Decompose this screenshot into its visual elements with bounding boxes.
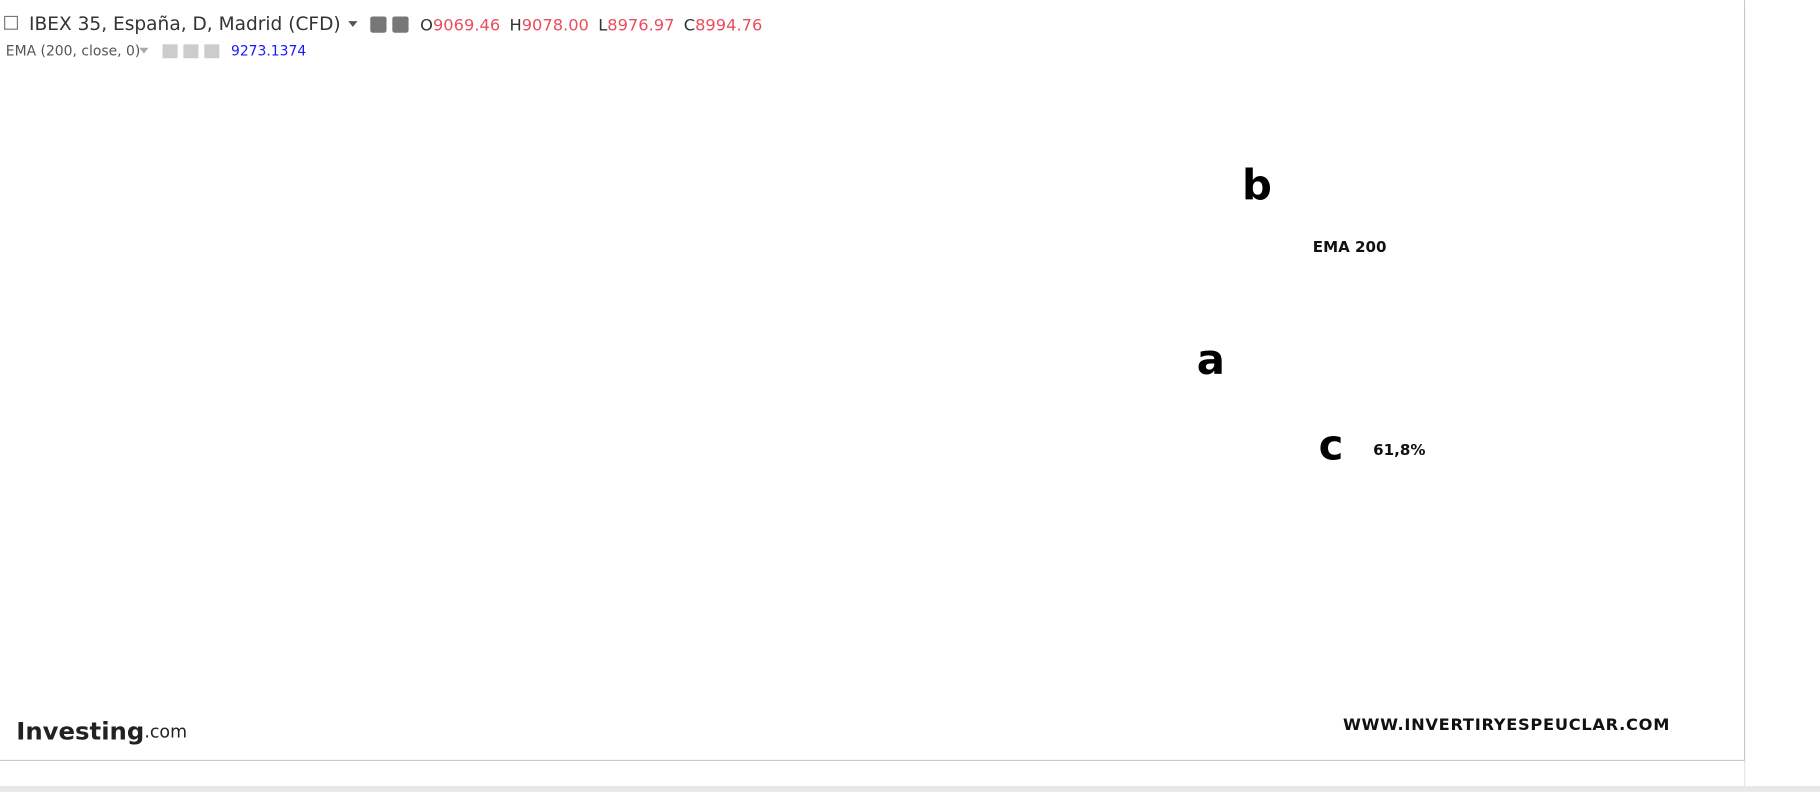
- annotation: 61,8%: [1373, 441, 1425, 459]
- dropdown-icon: [139, 47, 149, 54]
- ohlc-key: O: [420, 15, 433, 34]
- header: IBEX 35, España, D, Madrid (CFD) O9069.4…: [4, 14, 762, 59]
- logo-suffix: .com: [144, 723, 187, 743]
- icon: [4, 15, 18, 30]
- annotation: EMA 200: [1313, 238, 1387, 256]
- wave-label: a: [1197, 335, 1225, 384]
- logo-brand: Investing: [16, 717, 144, 746]
- settings-icon: [392, 16, 409, 33]
- ohlc-value: 8994.76: [695, 15, 762, 34]
- ohlc-value: 9078.00: [522, 15, 589, 34]
- logo: Investing.com: [16, 717, 187, 746]
- ohlc-key: C: [684, 15, 695, 34]
- wave-label: c: [1319, 421, 1344, 470]
- symbol: IBEX 35, España, D, Madrid (CFD): [29, 14, 341, 35]
- ohlc-value: 8976.97: [607, 15, 674, 34]
- ohlc-readout: O9069.46 H9078.00 L8976.97 C8994.76: [420, 15, 762, 34]
- eye-icon: [370, 16, 387, 33]
- eye-icon: [162, 44, 178, 59]
- ohlc-value: 9069.46: [433, 15, 500, 34]
- wave-label: b: [1242, 161, 1272, 210]
- settings-icon: [183, 44, 199, 59]
- annotations: EMA 200 61,8% b a c WWW.INVERTIRYESPEUCL…: [16, 161, 1670, 746]
- ohlc-key: H: [509, 15, 521, 34]
- dropdown-icon: [348, 21, 358, 27]
- website: WWW.INVERTIRYESPEUCLAR.COM: [1343, 715, 1670, 734]
- bottom-strip: [0, 786, 1820, 792]
- indicator-name: EMA (200, close, 0): [6, 43, 140, 59]
- close-icon: [204, 44, 220, 59]
- price-axis-panel: [1744, 0, 1820, 792]
- time-axis-panel: [0, 760, 1745, 786]
- ohlc-key: L: [598, 15, 607, 34]
- indicator-value: 9273.1374: [231, 43, 306, 59]
